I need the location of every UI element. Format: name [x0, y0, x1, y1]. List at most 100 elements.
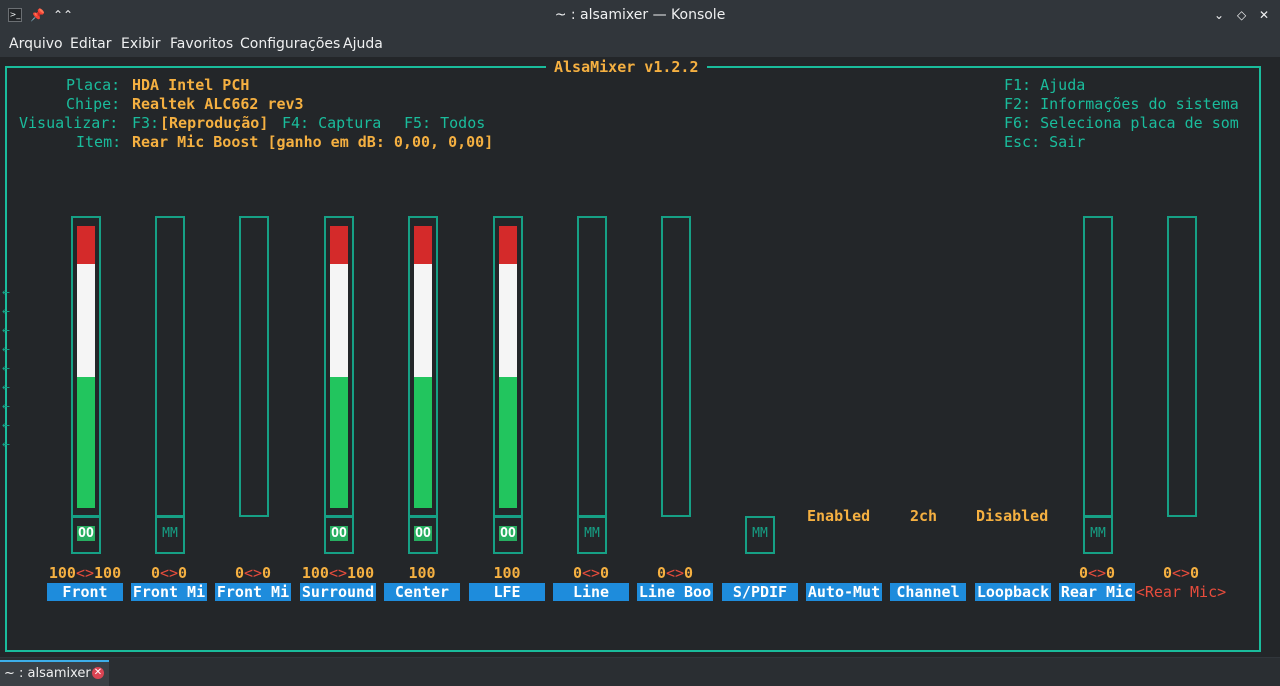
level-green	[414, 377, 432, 508]
value-right: 100	[347, 564, 375, 582]
value-left: 0	[1162, 564, 1172, 582]
item-value: Rear Mic Boost [ganho em dB: 0,00, 0,00]	[132, 133, 494, 151]
front-mic-boost-volume-bar[interactable]	[239, 216, 269, 517]
lfe-volume-bar[interactable]	[493, 216, 523, 517]
scroll-left-arrow[interactable]: ←	[2, 304, 10, 319]
rear-mic-mute-box[interactable]: MM	[1083, 516, 1113, 554]
scroll-left-arrow[interactable]: ←	[2, 380, 10, 395]
center-value: 100	[384, 564, 460, 583]
center-label[interactable]: Center	[384, 583, 460, 601]
level-white	[330, 264, 348, 377]
auto-mute-label[interactable]: Auto-Mut	[806, 583, 882, 601]
auto-mute-state: Enabled	[807, 507, 871, 525]
window-title: ~ : alsamixer — Konsole	[554, 7, 726, 23]
minimize-icon[interactable]: ⌄	[1214, 8, 1225, 22]
rear-mic-boost-label[interactable]: <Rear Mic>	[1135, 583, 1227, 601]
terminal-app-icon[interactable]: >_	[8, 8, 22, 22]
level-green	[77, 377, 95, 508]
scroll-left-arrow[interactable]: ←	[2, 418, 10, 433]
lfe-label[interactable]: LFE	[469, 583, 545, 601]
value-left: 0	[656, 564, 666, 582]
tab-alsamixer[interactable]: ~ : alsamixer ✕	[0, 660, 109, 686]
tab-close-icon[interactable]: ✕	[92, 667, 104, 679]
value-left: 100	[493, 564, 521, 582]
view-capture[interactable]: F4: Captura	[282, 114, 382, 132]
menu-ajuda[interactable]: Ajuda	[343, 36, 383, 52]
rear-mic-boost-volume-bar[interactable]	[1167, 216, 1197, 517]
card-label: Placa:	[66, 76, 121, 94]
help-esc: Esc: Sair	[1004, 133, 1086, 151]
menu-arquivo[interactable]: Arquivo	[9, 36, 63, 52]
center-volume-bar[interactable]	[408, 216, 438, 517]
shade-icon[interactable]: ⌃⌃	[53, 8, 74, 22]
scroll-left-arrow[interactable]: ←	[2, 361, 10, 376]
rear-mic-label[interactable]: Rear Mic	[1059, 583, 1135, 601]
front-mic-mute-box[interactable]: MM	[155, 516, 185, 554]
value-right: 0	[1190, 564, 1200, 582]
tab-bar: ~ : alsamixer ✕	[0, 658, 1280, 686]
lfe-mute-box[interactable]: OO	[493, 516, 523, 554]
value-right: 0	[178, 564, 188, 582]
menu-exibir[interactable]: Exibir	[121, 36, 161, 52]
scroll-left-arrow[interactable]: ←	[2, 342, 10, 357]
front-mic-label[interactable]: Front Mi	[131, 583, 207, 601]
view-all[interactable]: F5: Todos	[404, 114, 486, 132]
value-right: 0	[1106, 564, 1116, 582]
surround-mute-box[interactable]: OO	[324, 516, 354, 554]
tab-label: ~ : alsamixer	[4, 666, 91, 681]
level-white	[77, 264, 95, 377]
value-right: 0	[684, 564, 694, 582]
loopback-label[interactable]: Loopback	[975, 583, 1051, 601]
rear-mic-volume-bar[interactable]	[1083, 216, 1113, 517]
menu-favoritos[interactable]: Favoritos	[170, 36, 234, 52]
value-sep: <>	[581, 564, 601, 582]
maximize-icon[interactable]: ◇	[1237, 8, 1247, 22]
surround-label[interactable]: Surround	[300, 583, 376, 601]
chip-value: Realtek ALC662 rev3	[132, 95, 304, 113]
front-mic-boost-label[interactable]: Front Mi	[215, 583, 291, 601]
value-sep: <>	[1171, 564, 1191, 582]
scroll-left-arrow[interactable]: ←	[2, 437, 10, 452]
front-volume-bar[interactable]	[71, 216, 101, 517]
line-label[interactable]: Line	[553, 583, 629, 601]
value-left: 0	[150, 564, 160, 582]
line-value: 0<>0	[553, 564, 629, 583]
channel-label[interactable]: Channel	[890, 583, 966, 601]
pin-icon[interactable]: 📌	[30, 8, 45, 22]
mute-state: OO	[499, 526, 517, 541]
value-sep: <>	[1087, 564, 1107, 582]
level-white	[414, 264, 432, 377]
level-white	[499, 264, 517, 377]
window-titlebar: >_ 📌 ⌃⌃ ~ : alsamixer — Konsole ⌄ ◇ ✕	[0, 0, 1280, 32]
channel-state: 2ch	[910, 507, 938, 525]
level-red	[499, 226, 517, 264]
view-f3[interactable]: F3:	[132, 114, 160, 132]
rear-mic-boost-value: 0<>0	[1143, 564, 1219, 583]
scroll-left-arrow[interactable]: ←	[2, 285, 10, 300]
view-playback[interactable]: [Reprodução]	[160, 114, 269, 132]
scroll-left-arrow[interactable]: ←	[2, 323, 10, 338]
item-label: Item:	[76, 133, 122, 151]
rear-mic-value: 0<>0	[1059, 564, 1135, 583]
line-boost-volume-bar[interactable]	[661, 216, 691, 517]
spdif-label[interactable]: S/PDIF	[722, 583, 798, 601]
surround-volume-bar[interactable]	[324, 216, 354, 517]
close-icon[interactable]: ✕	[1259, 8, 1270, 22]
line-boost-label[interactable]: Line Boo	[637, 583, 713, 601]
spdif-mute-box[interactable]: MM	[745, 516, 775, 554]
value-sep: <>	[159, 564, 179, 582]
front-label[interactable]: Front	[47, 583, 123, 601]
scroll-left-arrow[interactable]: ←	[2, 399, 10, 414]
front-mic-volume-bar[interactable]	[155, 216, 185, 517]
line-volume-bar[interactable]	[577, 216, 607, 517]
line-mute-box[interactable]: MM	[577, 516, 607, 554]
front-mute-box[interactable]: OO	[71, 516, 101, 554]
center-mute-box[interactable]: OO	[408, 516, 438, 554]
terminal-view[interactable]: AlsaMixer v1.2.2 Placa: HDA Intel PCH Ch…	[0, 57, 1280, 657]
value-left: 100	[301, 564, 329, 582]
menu-bar: Arquivo Editar Exibir Favoritos Configur…	[0, 33, 1280, 57]
front-mic-value: 0<>0	[131, 564, 207, 583]
mute-state: OO	[414, 526, 432, 541]
menu-editar[interactable]: Editar	[70, 36, 112, 52]
menu-configuracoes[interactable]: Configurações	[240, 36, 341, 52]
